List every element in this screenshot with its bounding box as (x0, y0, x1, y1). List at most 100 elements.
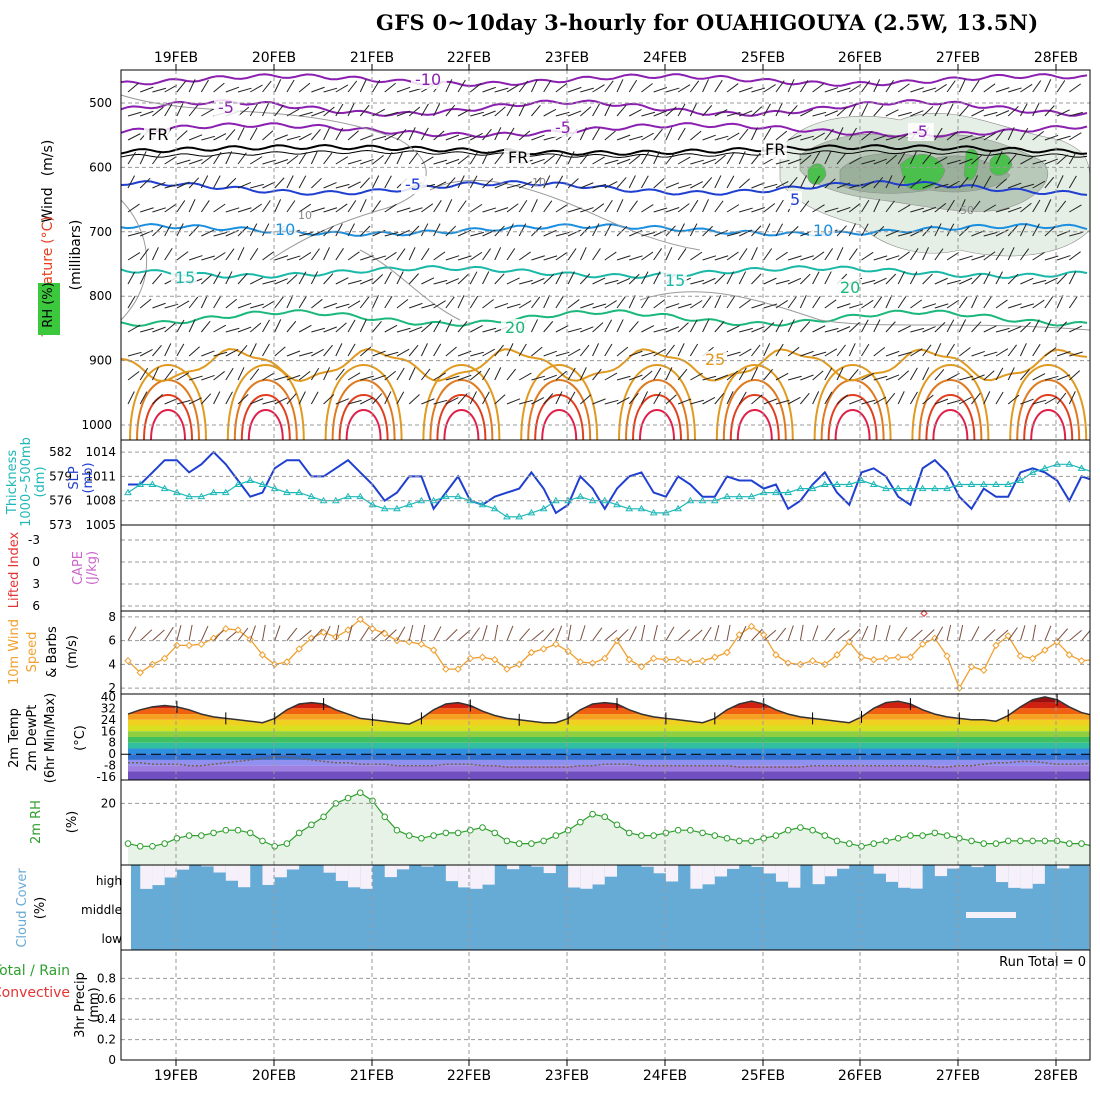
wind-barb (592, 277, 606, 285)
wind-barb (726, 391, 734, 405)
wind-barb (1044, 255, 1059, 261)
wind-barb (518, 343, 527, 357)
wind-barb (323, 127, 331, 141)
wind10-barb (567, 624, 572, 641)
cloud-level-label: low (102, 932, 123, 946)
wind10-barb (372, 629, 385, 642)
wind-barb (567, 229, 581, 237)
wind-barb (1056, 351, 1071, 357)
wind-barb (567, 348, 581, 357)
wind-barb (445, 319, 453, 333)
wind-gust-point (920, 609, 928, 618)
wind-barb (1032, 199, 1041, 213)
ylabel-temp-unit: (°C) (40, 216, 56, 244)
freezing-level-double (121, 149, 1088, 159)
wind10-barb (274, 625, 281, 641)
wind-barb (421, 303, 435, 309)
wind-barb (885, 392, 896, 405)
wind-barb (629, 374, 643, 381)
rh-point (821, 832, 829, 839)
contour-label-bg (908, 123, 934, 141)
wind-barb (286, 108, 300, 117)
wind-barb (433, 159, 448, 165)
contour-label: 10 (813, 221, 833, 240)
wind-barb (604, 300, 617, 309)
wind-barb (286, 175, 294, 189)
wind-barb (433, 103, 441, 117)
wind-barb (543, 79, 552, 93)
rh-point (222, 826, 230, 834)
wind-barb (530, 199, 538, 213)
wind-barb (799, 175, 807, 189)
wind-barb (482, 248, 491, 261)
thickness-point (295, 488, 304, 496)
wind-barb (396, 248, 406, 261)
wind-barb (237, 225, 249, 237)
wind-barb (519, 279, 533, 285)
wind-barb (445, 225, 457, 237)
contour-label-bg (504, 149, 530, 167)
rh-point (515, 840, 523, 847)
wind-barb (861, 80, 871, 93)
wind-barb (946, 299, 960, 309)
wind-barb (1056, 200, 1067, 213)
ylabel-barbs: & Barbs (45, 626, 60, 678)
wind-barb (971, 273, 982, 285)
wind-barb (445, 397, 459, 405)
wind-barb (359, 296, 370, 309)
rh-point (943, 832, 951, 839)
thickness-point (124, 488, 132, 496)
chart-title: GFS 0~10day 3-hourly for OUAHIGOUYA (2.5… (376, 10, 1039, 35)
wind-speed-point (173, 641, 181, 650)
wind-barb (995, 348, 1009, 357)
wind10-barb (555, 625, 563, 641)
wind-barb (360, 278, 374, 285)
wind-barb (482, 391, 490, 405)
wind-barb (457, 175, 465, 189)
wind-barb (641, 251, 654, 261)
wind-barb (751, 367, 758, 381)
wind-barb (359, 199, 367, 213)
wind-barb (445, 375, 460, 381)
wind-barb (885, 350, 900, 357)
wind-barb (714, 79, 723, 93)
wind-barb (140, 327, 154, 333)
wind-barb (298, 203, 312, 213)
wind-barb (286, 255, 301, 261)
rh-point (430, 832, 437, 839)
precip-tick-label: 0.6 (97, 992, 116, 1006)
wind-barb (861, 180, 875, 189)
wind-barb (311, 207, 325, 213)
wind-barb (518, 130, 531, 141)
wind-barb (152, 207, 166, 213)
wind-barb (396, 151, 404, 165)
wind-barb (1007, 247, 1015, 261)
wind-barb (1056, 273, 1068, 285)
wind-barb (946, 199, 955, 213)
contour-label: -5 (912, 122, 928, 141)
wind-barb (959, 396, 972, 405)
cloud-clear-high (396, 865, 410, 870)
wind-barb (543, 175, 551, 189)
wind-speed-point (442, 665, 450, 673)
wind10-barb (225, 629, 239, 642)
wind-barb (188, 296, 199, 309)
wind-barb (1069, 251, 1081, 261)
wind-barb (959, 134, 973, 141)
wind-barb (629, 255, 643, 261)
wind-barb (751, 152, 761, 165)
wind-barb (1032, 103, 1040, 117)
temp-color-band (128, 748, 1090, 755)
wind-barb (213, 175, 221, 189)
wind-barb (286, 274, 298, 285)
thickness-point (197, 492, 206, 500)
wind-barb (445, 346, 457, 357)
wind-barb (677, 368, 688, 381)
thickness-point (1016, 476, 1025, 483)
wind-barb (237, 182, 252, 189)
thickness-point (747, 492, 756, 500)
wind-barb (934, 248, 944, 261)
wind-barb (1032, 180, 1046, 189)
thickness-point (490, 504, 499, 512)
wind-barb (653, 271, 661, 285)
